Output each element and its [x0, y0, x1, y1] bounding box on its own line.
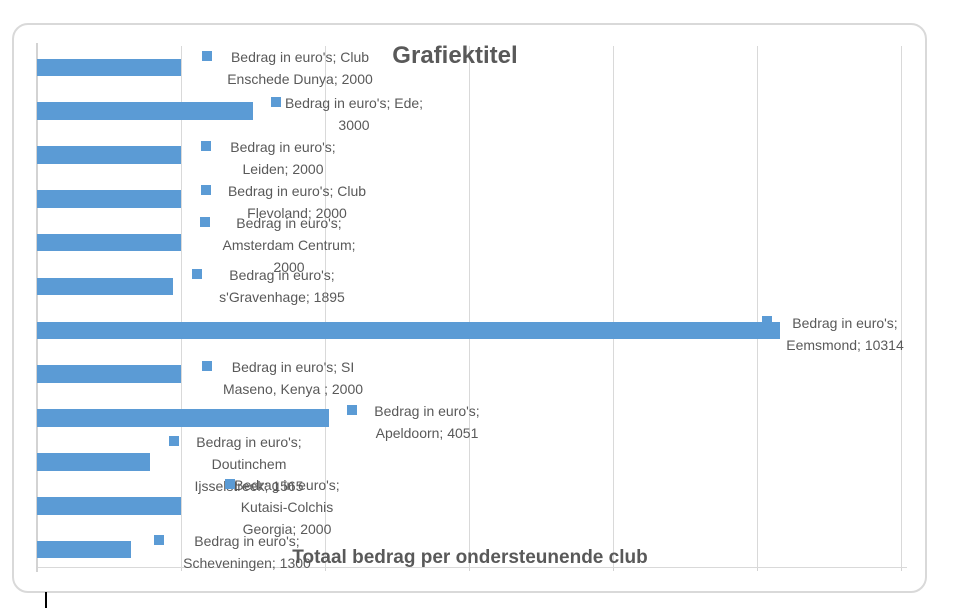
legend-key-icon: [271, 97, 281, 107]
data-label-Club Enschede Dunya[interactable]: Bedrag in euro's; Club Enschede Dunya; 20…: [227, 46, 373, 90]
axis-tick-2000: [181, 567, 182, 571]
data-label-line: Bedrag in euro's; SI: [231, 359, 355, 375]
legend-key-icon: [192, 269, 202, 279]
data-label-Doutinchem Ijsselstreek[interactable]: Bedrag in euro's; Doutinchem Ijsselstreek;…: [195, 431, 304, 497]
data-label-line: Bedrag in euro's; Ede;: [284, 95, 424, 111]
legend-key-icon: [201, 141, 211, 151]
bar-Ede[interactable]: [37, 102, 253, 120]
gridline-12000: [901, 46, 902, 567]
data-label-line: Scheveningen; 1300: [183, 555, 311, 571]
data-label-line: Bedrag in euro's;: [236, 215, 342, 231]
legend-key-icon: [201, 185, 211, 195]
data-label-Amsterdam Centrum[interactable]: Bedrag in euro's; Amsterdam Centrum; 2000: [222, 212, 355, 278]
legend-key-icon: [762, 316, 772, 326]
data-label-line: Georgia; 2000: [242, 521, 332, 537]
data-label-Scheveningen[interactable]: Bedrag in euro's; Scheveningen; 1300: [183, 530, 311, 574]
data-label-line: Enschede Dunya; 2000: [227, 71, 373, 87]
axis-tick-10000: [757, 567, 758, 571]
data-label-line: 3000: [338, 117, 370, 133]
data-label-Eemsmond[interactable]: Bedrag in euro's; Eemsmond; 10314: [786, 312, 904, 356]
bar-Club Enschede Dunya[interactable]: [37, 58, 181, 76]
legend-key-icon: [169, 436, 179, 446]
gridline-6000: [469, 46, 470, 567]
axis-tick-0: [37, 567, 38, 571]
legend-key-icon: [202, 51, 212, 61]
data-label-Kutaisi-Colchis Georgia[interactable]: Bedrag in euro's; Kutaisi-Colchis Georgia;…: [234, 474, 339, 540]
data-label-line: Bedrag in euro's; Club: [230, 49, 370, 65]
bar-Leiden[interactable]: [37, 146, 181, 164]
data-label-line: Eemsmond; 10314: [786, 337, 904, 353]
legend-key-icon: [347, 405, 357, 415]
axis-tick-8000: [613, 567, 614, 571]
bar-SI Maseno, Kenya[interactable]: [37, 365, 181, 383]
data-label-Leiden[interactable]: Bedrag in euro's; Leiden; 2000: [230, 136, 335, 180]
data-label-line: Bedrag in euro's;: [234, 477, 340, 493]
data-label-line: s'Gravenhage; 1895: [219, 289, 345, 305]
legend-key-icon: [225, 479, 235, 489]
data-label-line: Maseno, Kenya ; 2000: [222, 381, 364, 397]
gridline-2000: [181, 46, 182, 567]
bar-Apeldoorn[interactable]: [37, 409, 329, 427]
data-label-line: Bedrag in euro's;: [229, 267, 335, 283]
bar-Kutaisi-Colchis Georgia[interactable]: [37, 497, 181, 515]
data-label-line: Doutinchem: [211, 456, 287, 472]
data-label-line: Kutaisi-Colchis: [240, 499, 334, 515]
data-label-line: Apeldoorn; 4051: [375, 425, 479, 441]
chart-title[interactable]: Grafiektitel: [392, 42, 518, 69]
legend-key-icon: [202, 361, 212, 371]
bar-s'Gravenhage[interactable]: [37, 277, 174, 296]
data-label-line: Bedrag in euro's;: [374, 403, 480, 419]
data-label-SI Maseno, Kenya[interactable]: Bedrag in euro's; SI Maseno, Kenya ; 2000: [223, 356, 363, 400]
bar-Scheveningen[interactable]: [37, 540, 131, 559]
data-label-line: Bedrag in euro's;: [230, 139, 336, 155]
gridline-8000: [613, 46, 614, 567]
data-label-Apeldoorn[interactable]: Bedrag in euro's; Apeldoorn; 4051: [374, 400, 479, 444]
data-label-line: 2000: [273, 259, 305, 275]
category-axis-line: [36, 43, 38, 572]
data-label-line: Bedrag in euro's; Club: [227, 183, 367, 199]
axis-tick-4000: [325, 567, 326, 571]
data-label-Ede[interactable]: Bedrag in euro's; Ede; 3000: [285, 92, 423, 136]
bar-Club Flevoland[interactable]: [37, 190, 181, 208]
data-label-line: Leiden; 2000: [242, 161, 324, 177]
axis-tick-6000: [469, 567, 470, 571]
data-label-Club Flevoland[interactable]: Bedrag in euro's; Club Flevoland; 2000: [228, 180, 366, 224]
data-label-line: Bedrag in euro's;: [792, 315, 898, 331]
bar-Amsterdam Centrum[interactable]: [37, 233, 181, 252]
x-axis-title[interactable]: Totaal bedrag per ondersteunende club: [292, 547, 648, 568]
data-label-line: Ijsselstreek; 1565: [194, 478, 304, 494]
bar-Doutinchem Ijsselstreek[interactable]: [37, 453, 150, 471]
axis-tick-12000: [901, 567, 902, 571]
bar-Eemsmond[interactable]: [37, 321, 780, 340]
data-label-line: Bedrag in euro's;: [196, 434, 302, 450]
data-label-line: Bedrag in euro's;: [194, 533, 300, 549]
data-label-line: Amsterdam Centrum;: [222, 237, 356, 253]
text-cursor: [45, 592, 47, 608]
data-label-line: Flevoland; 2000: [247, 205, 347, 221]
gridline-4000: [325, 46, 326, 567]
value-axis-line: [37, 567, 907, 568]
data-label-s'Gravenhage[interactable]: Bedrag in euro's; s'Gravenhage; 1895: [219, 264, 345, 308]
gridline-10000: [757, 46, 758, 567]
legend-key-icon: [200, 217, 210, 227]
legend-key-icon: [154, 535, 164, 545]
